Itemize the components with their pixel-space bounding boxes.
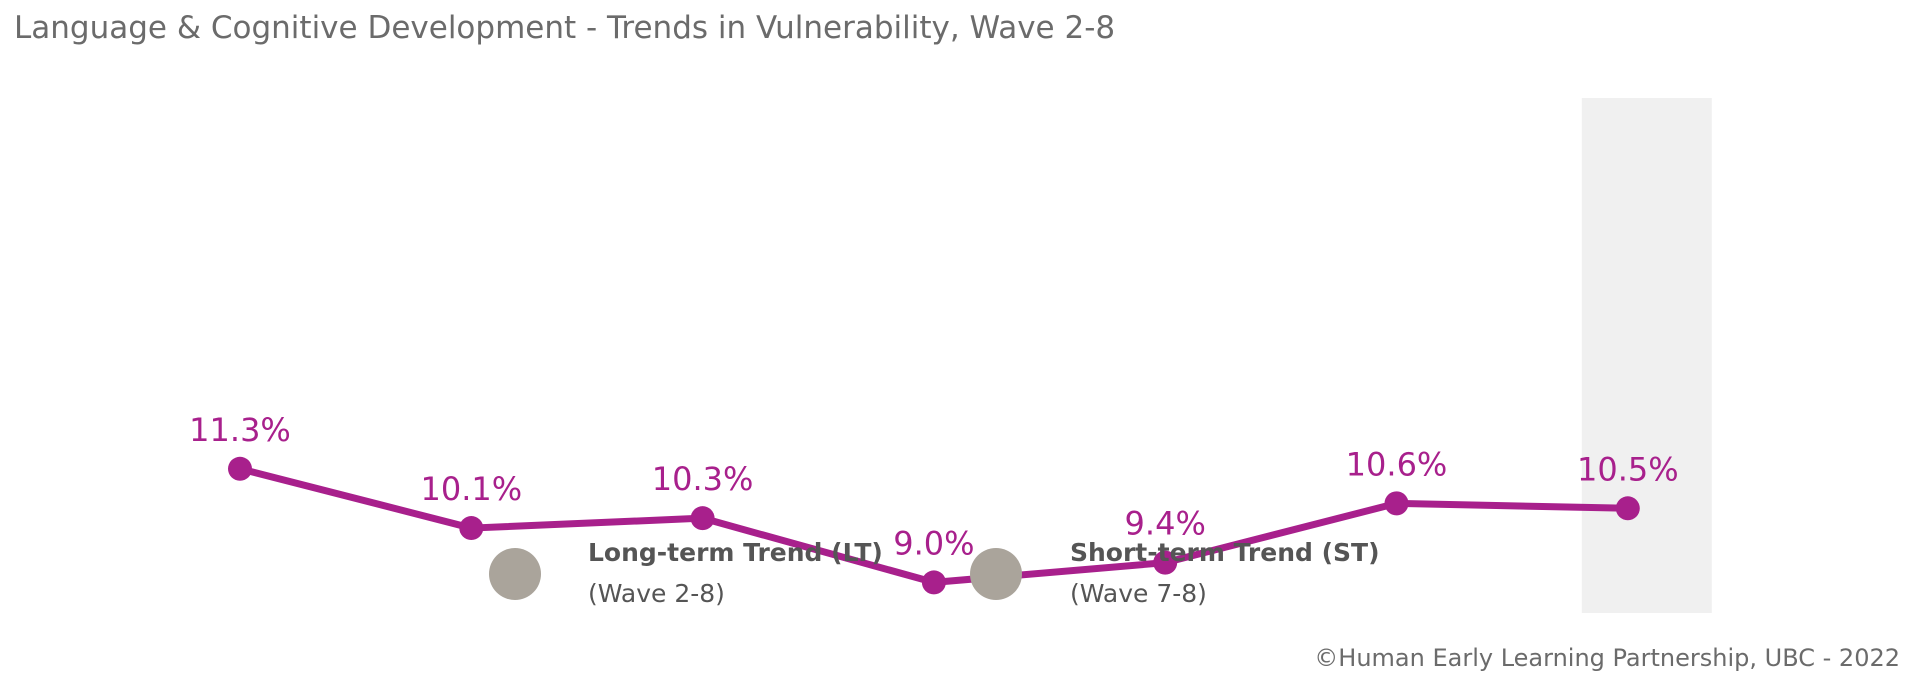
data-label: 10.3% [652, 460, 754, 498]
legend-label-short-term: Short-term Trend (ST) [1070, 538, 1380, 567]
legend-marker-long-term [489, 548, 541, 600]
data-label: 9.4% [1125, 505, 1206, 543]
legend: Long-term Trend (LT) (Wave 2-8) Short-te… [489, 538, 1380, 608]
legend-marker-short-term [970, 548, 1022, 600]
data-point [1384, 491, 1409, 516]
data-points [228, 456, 1640, 595]
legend-sublabel-short-term: (Wave 7-8) [1070, 579, 1207, 608]
legend-label-long-term: Long-term Trend (LT) [588, 538, 883, 567]
data-label: 10.6% [1346, 445, 1448, 483]
data-point [1153, 550, 1178, 575]
data-point [690, 506, 715, 531]
highlight-band [1581, 98, 1712, 613]
data-label: 10.5% [1577, 450, 1679, 488]
copyright-credit: ©Human Early Learning Partnership, UBC -… [1314, 644, 1900, 672]
legend-sublabel-long-term: (Wave 2-8) [588, 579, 725, 608]
chart-title: Language & Cognitive Development - Trend… [14, 10, 1116, 46]
data-labels: 11.3% 10.1% 10.3% 9.0% 9.4% 10.6% 10.5% [189, 411, 1678, 563]
data-label: 10.1% [420, 470, 522, 508]
data-label: 11.3% [189, 411, 291, 449]
data-point [459, 516, 484, 541]
data-point [228, 456, 252, 481]
data-point [921, 570, 946, 595]
data-label: 9.0% [893, 524, 974, 562]
data-point [1615, 496, 1640, 521]
